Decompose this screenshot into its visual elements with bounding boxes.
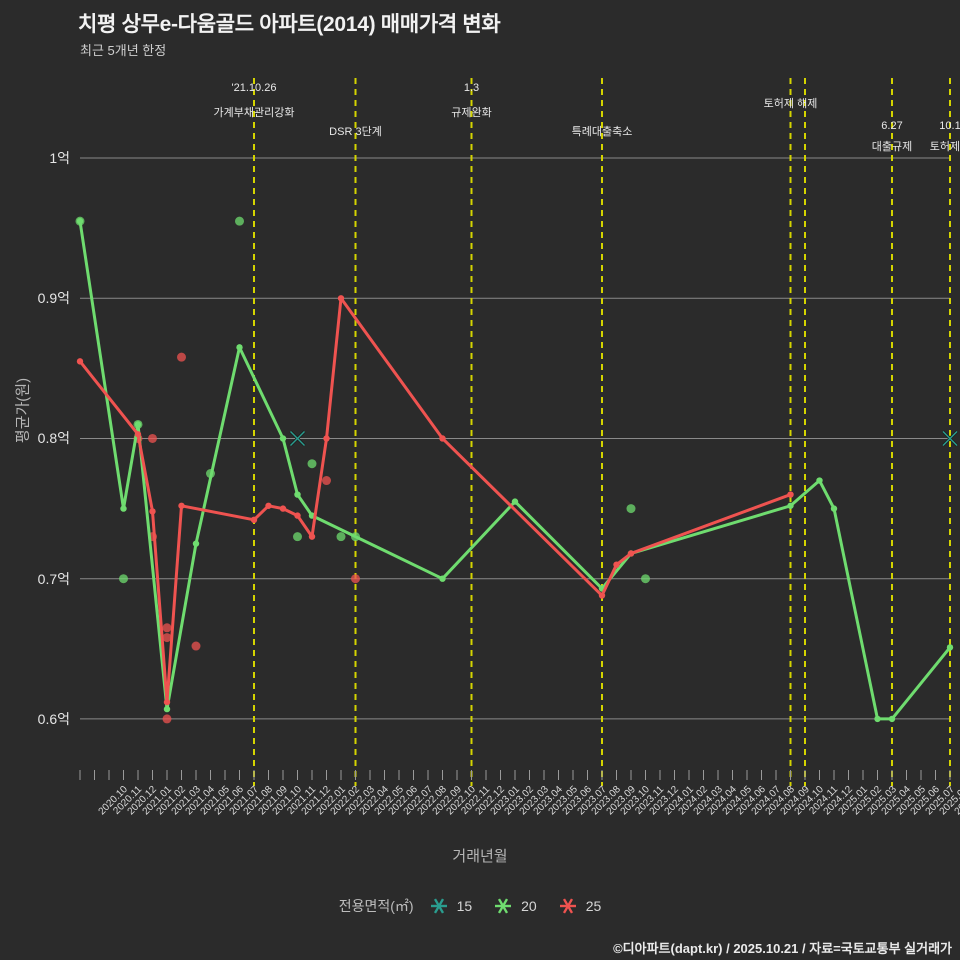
series-point <box>787 491 794 498</box>
legend-title: 전용면적(㎡) <box>338 898 414 914</box>
scatter-point <box>307 459 317 469</box>
series-point <box>439 575 446 582</box>
series-point <box>76 217 84 225</box>
series-point <box>178 502 185 509</box>
series-point <box>134 431 142 438</box>
series-point <box>192 540 200 547</box>
chart-subtitle: 최근 5개년 한정 <box>80 43 167 58</box>
legend-label: 15 <box>456 898 473 914</box>
y-tick-label: 1억 <box>49 150 70 167</box>
annotation-date: 6.27 <box>881 120 903 132</box>
chart-title: 치평 상무e-다움골드 아파트(2014) 매매가격 변화 <box>78 13 501 36</box>
annotation-label: 토허제재 <box>929 141 960 153</box>
series-line-25 <box>78 296 792 704</box>
series-point <box>134 421 142 428</box>
annotation-label: 가계부채관리강화 <box>213 107 295 119</box>
scatter-point <box>235 216 244 226</box>
series-point <box>627 550 635 557</box>
scatter-point <box>162 623 172 633</box>
scatter-point <box>119 574 128 584</box>
legend-label: 25 <box>585 898 602 914</box>
series-point <box>294 512 301 519</box>
annotation-label: DSR 3단계 <box>329 126 382 138</box>
legend-item-25[interactable]: 25 <box>557 895 602 917</box>
x-marker <box>289 430 306 447</box>
legend-item-20[interactable]: 20 <box>492 895 537 917</box>
scatter-point <box>148 433 157 443</box>
scatter-point <box>641 574 650 584</box>
scatter-point <box>336 532 346 542</box>
series-point <box>816 477 823 484</box>
series-point <box>236 344 243 351</box>
legend-item-15[interactable]: 15 <box>428 895 473 917</box>
scatter-point <box>626 504 636 514</box>
series-point <box>511 498 519 505</box>
scatter-point <box>191 641 201 651</box>
asterisk-marker-icon <box>430 898 447 914</box>
series-point <box>149 508 156 515</box>
series-point <box>613 561 620 568</box>
series-point <box>787 502 794 509</box>
series-point <box>76 358 84 365</box>
series-point <box>323 435 330 442</box>
annotation-label: 대출규제 <box>871 141 913 153</box>
series-point <box>250 516 258 524</box>
annotation-label: 토허제 해제 <box>763 98 818 110</box>
asterisk-marker-icon <box>495 898 512 914</box>
series-point <box>874 715 881 723</box>
annotation-label: 규제완화 <box>451 107 492 119</box>
annotation-date: '21.10.26 <box>231 82 277 94</box>
y-tick-label: 0.7억 <box>37 570 70 587</box>
legend-label: 20 <box>521 898 537 914</box>
series-point <box>279 435 287 442</box>
y-tick-label: 0.9억 <box>37 290 70 307</box>
scatter-point <box>162 714 172 724</box>
annotation-date: 10.1 <box>939 120 960 132</box>
annotation-label: 특례대출축소 <box>571 126 633 138</box>
series-point <box>120 505 127 512</box>
series-point <box>294 491 301 498</box>
x-axis-title: 거래년월 <box>452 848 508 865</box>
series-point <box>598 592 606 599</box>
chart-legend: 전용면적(㎡) 15 20 25 <box>0 895 960 917</box>
legend-item-list: 15 20 25 <box>428 895 622 917</box>
chart-footer: ©디아파트(dapt.kr) / 2025.10.21 / 자료=국토교통부 실… <box>613 941 952 956</box>
scatter-point <box>177 352 186 362</box>
annotation-date: 1.3 <box>463 82 480 94</box>
y-tick-label: 0.6억 <box>37 710 70 727</box>
scatter-point <box>351 574 360 584</box>
scatter-point <box>293 532 302 542</box>
series-point <box>946 644 954 651</box>
scatter-point <box>162 633 172 643</box>
asterisk-marker-icon <box>559 898 576 914</box>
y-tick-label: 0.8억 <box>37 430 70 447</box>
series-point <box>308 533 316 540</box>
x-marker <box>941 430 959 447</box>
scatter-point <box>322 476 331 486</box>
series-point <box>163 705 171 713</box>
y-axis-title: 평균가(원) <box>14 377 32 444</box>
series-point <box>337 295 345 302</box>
series-point <box>439 435 446 442</box>
series-point <box>163 698 171 706</box>
series-point <box>830 505 838 512</box>
series-point <box>265 502 272 509</box>
series-point <box>888 715 896 723</box>
series-point <box>279 505 287 512</box>
